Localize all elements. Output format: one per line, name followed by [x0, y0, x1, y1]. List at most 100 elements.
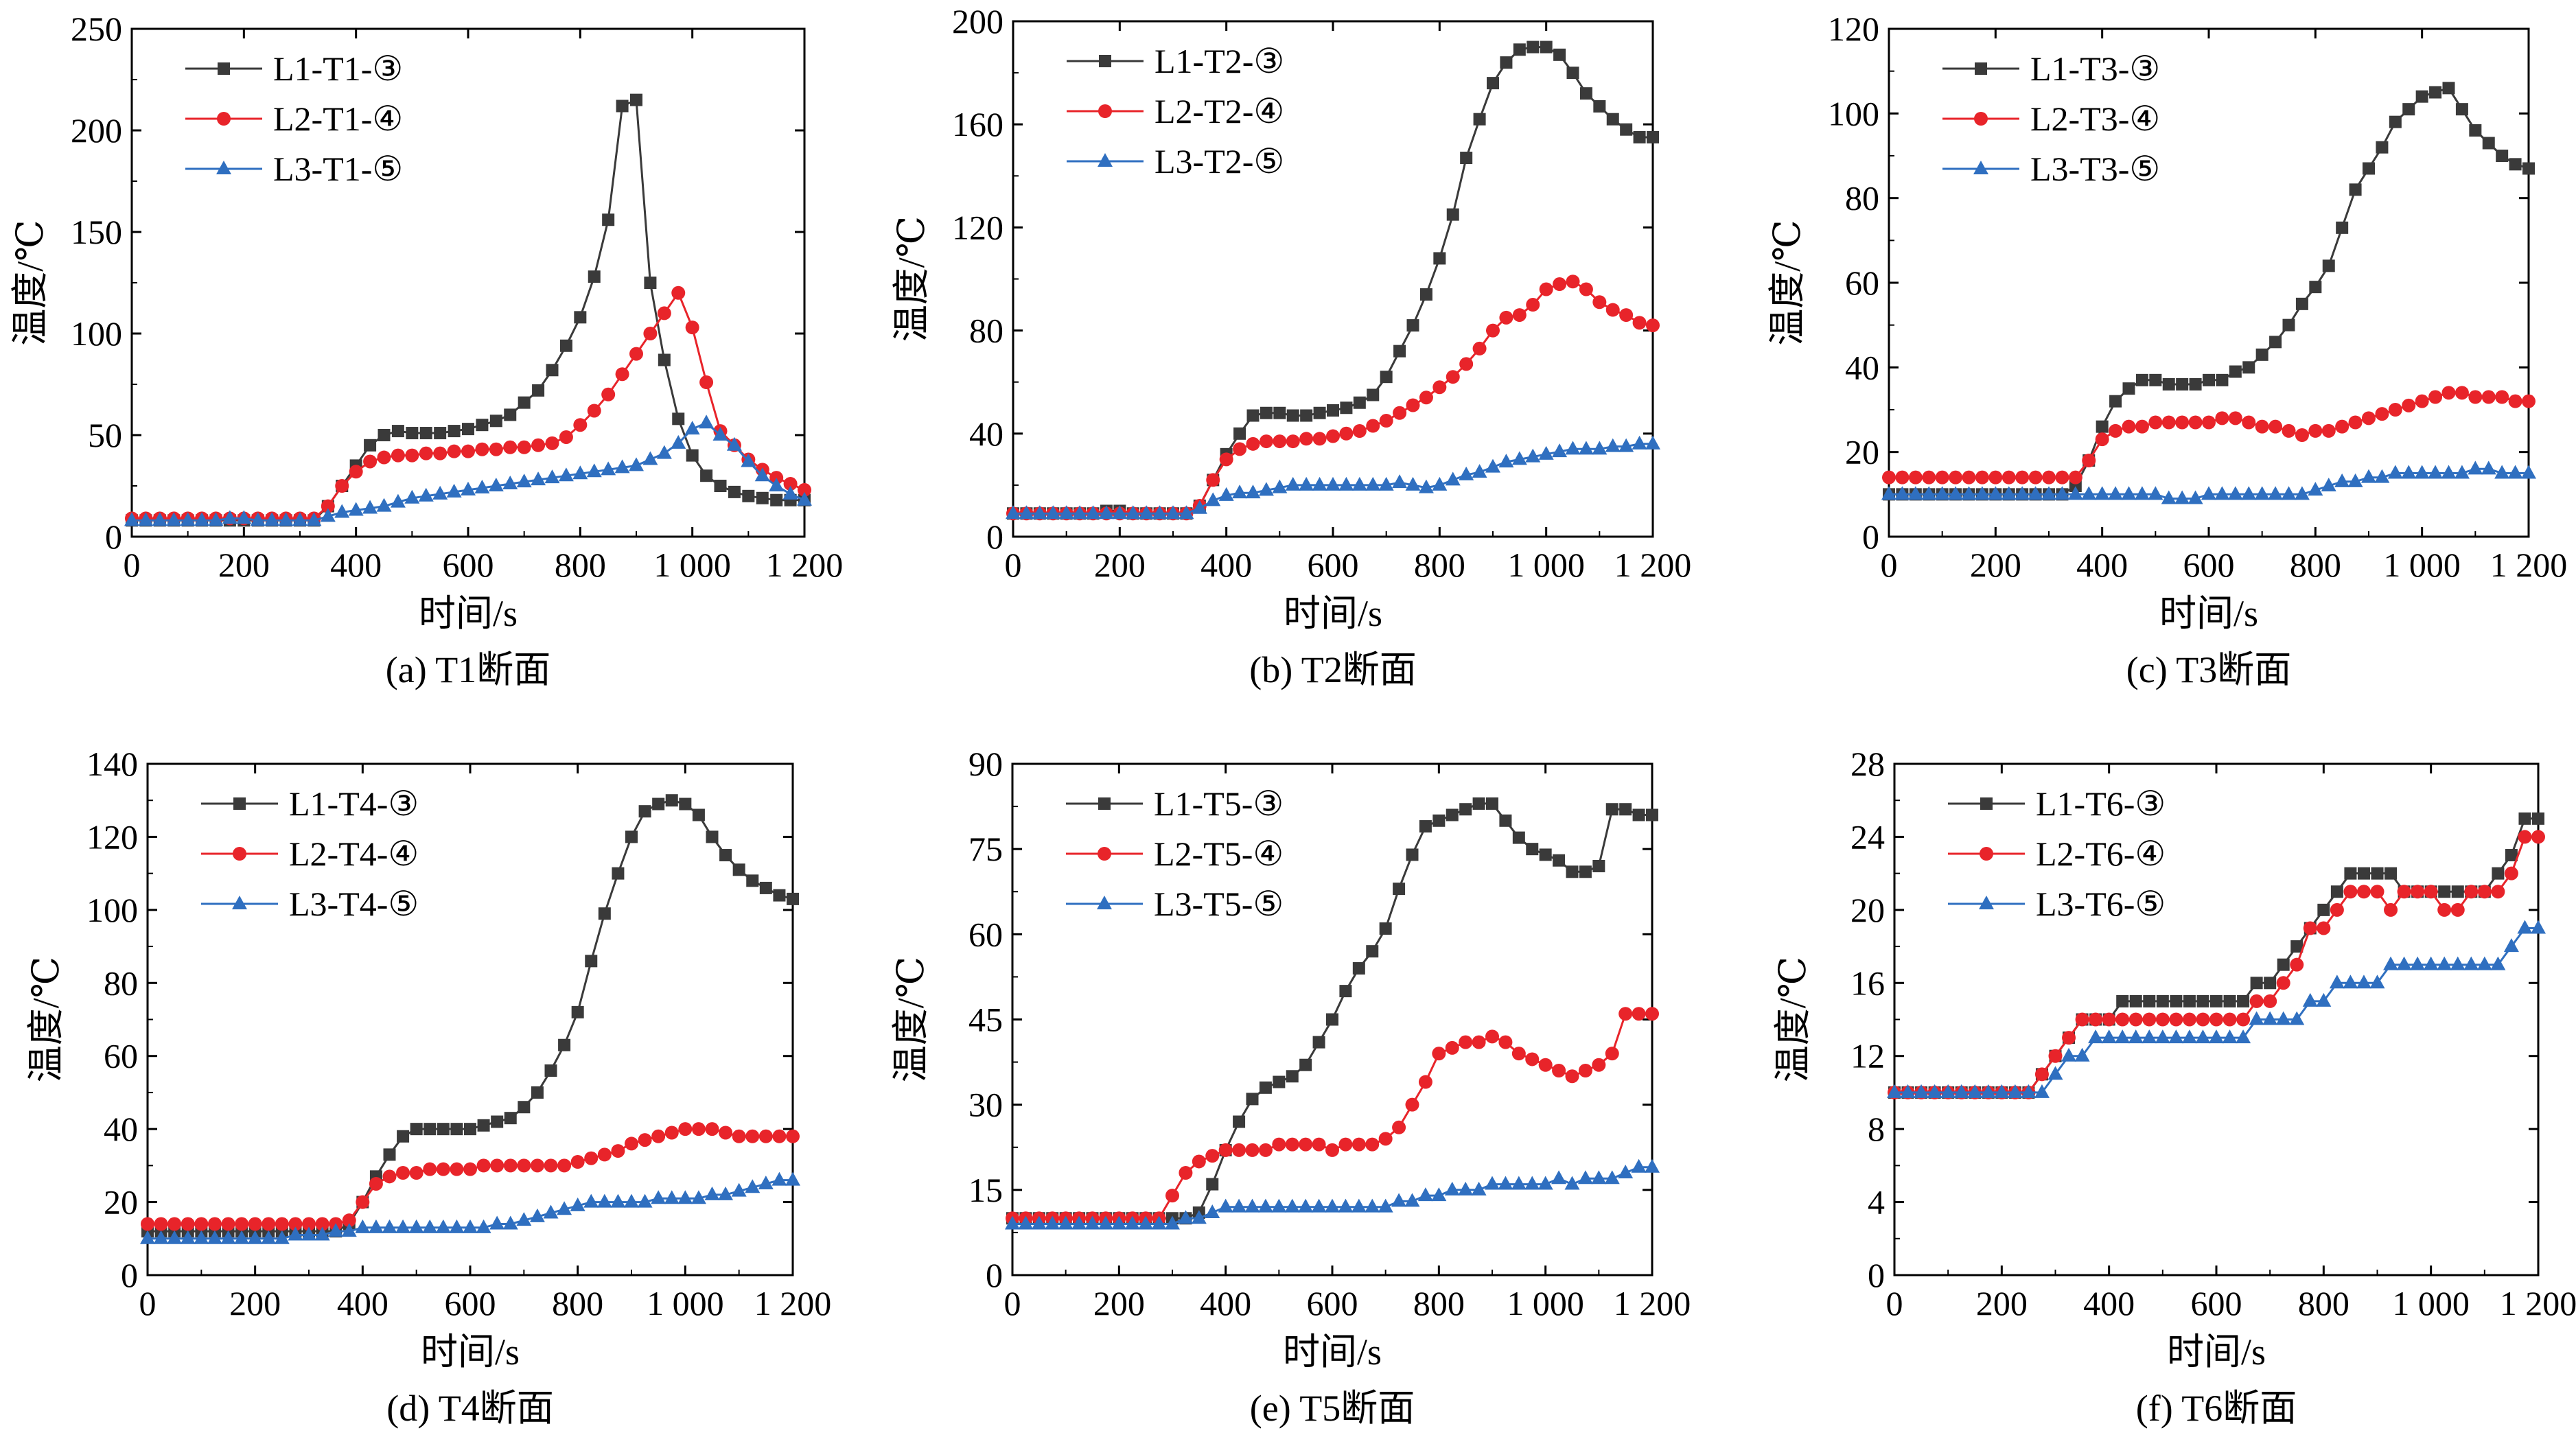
- x-tick-label: 800: [2298, 1284, 2349, 1322]
- data-point-triangle: [422, 1219, 438, 1233]
- data-point-square: [2371, 867, 2384, 880]
- y-tick-label: 24: [1850, 817, 1885, 856]
- data-point-triangle: [624, 1193, 639, 1208]
- data-point-circle: [671, 285, 686, 300]
- data-point-triangle: [2241, 486, 2257, 500]
- data-point-square: [462, 423, 474, 436]
- data-point-square: [1459, 803, 1472, 816]
- data-point-triangle: [418, 487, 434, 502]
- data-point-triangle: [2227, 486, 2243, 500]
- data-point-circle: [2223, 1012, 2237, 1027]
- data-point-square: [585, 955, 598, 968]
- data-point-triangle: [2347, 473, 2363, 487]
- data-point-circle: [2142, 1012, 2157, 1027]
- data-point-triangle: [1031, 1215, 1047, 1230]
- data-point-circle: [2348, 415, 2363, 430]
- data-point-circle: [2362, 411, 2376, 425]
- data-point-square: [2336, 221, 2349, 234]
- data-point-triangle: [1338, 1198, 1354, 1213]
- data-point-square: [2149, 373, 2162, 386]
- data-point-triangle: [754, 467, 770, 482]
- data-point-triangle: [1232, 485, 1248, 499]
- data-point-triangle: [2021, 1084, 2037, 1098]
- data-point-triangle: [1378, 1198, 1393, 1213]
- x-tick-label: 600: [1307, 1284, 1358, 1322]
- data-point-circle: [2508, 394, 2522, 408]
- data-point-triangle: [1205, 492, 1221, 506]
- y-tick-label: 30: [968, 1086, 1003, 1124]
- data-point-triangle: [2361, 469, 2376, 483]
- data-point-triangle: [2074, 1047, 2090, 1062]
- data-point-triangle: [1191, 1210, 1207, 1224]
- data-point-circle: [719, 1126, 733, 1140]
- data-point-triangle: [474, 479, 490, 493]
- y-axis-title: 温度/℃: [10, 220, 51, 345]
- data-point-triangle: [1645, 1158, 1660, 1173]
- data-point-circle: [615, 367, 629, 382]
- data-point-square: [2210, 994, 2223, 1007]
- data-point-triangle: [376, 498, 392, 512]
- y-tick-label: 150: [71, 213, 122, 251]
- data-point-triangle: [1631, 1158, 1647, 1173]
- data-point-square: [1592, 860, 1605, 872]
- data-point-triangle: [1325, 476, 1341, 491]
- data-point-triangle: [1907, 486, 1923, 500]
- data-point-square: [2229, 365, 2242, 378]
- data-point-square: [546, 364, 559, 377]
- data-point-triangle: [1485, 1176, 1500, 1190]
- data-point-square: [652, 797, 665, 811]
- data-point-triangle: [1404, 1193, 1420, 1207]
- y-tick-label: 16: [1850, 964, 1885, 1002]
- data-point-square: [1446, 208, 1459, 221]
- x-axis-title: 时间/s: [2167, 1331, 2266, 1373]
- x-tick-label: 1 000: [647, 1284, 724, 1322]
- data-point-circle: [2095, 432, 2109, 447]
- data-point-square: [2156, 994, 2169, 1007]
- data-point-triangle: [1881, 486, 1896, 500]
- data-point-circle: [221, 1217, 235, 1231]
- data-point-triangle: [1591, 1170, 1607, 1185]
- data-point-circle: [651, 1129, 666, 1143]
- data-point-triangle: [1538, 445, 1554, 460]
- data-point-triangle: [1432, 476, 1448, 491]
- data-point-triangle: [1405, 476, 1421, 491]
- data-point-square: [1566, 67, 1579, 80]
- x-axis-title: 时间/s: [1284, 593, 1382, 634]
- data-point-triangle: [1098, 1215, 1113, 1230]
- data-point-circle: [2370, 885, 2384, 899]
- data-point-square: [1260, 406, 1273, 419]
- data-point-square: [2509, 158, 2522, 171]
- y-tick-label: 100: [86, 891, 138, 929]
- data-point-square: [1593, 100, 1606, 113]
- data-point-circle: [1351, 1137, 1366, 1152]
- y-tick-label: 40: [104, 1110, 138, 1148]
- data-point-circle: [699, 375, 714, 390]
- x-tick-label: 400: [330, 546, 382, 584]
- data-point-square: [742, 489, 755, 502]
- data-point-triangle: [726, 436, 742, 451]
- data-point-triangle: [2121, 486, 2137, 500]
- data-point-square: [2357, 867, 2370, 880]
- data-point-circle: [409, 1166, 423, 1180]
- data-point-square: [1393, 345, 1406, 358]
- data-point-square: [616, 100, 629, 113]
- data-point-triangle: [1973, 161, 1988, 174]
- data-point-square: [2255, 348, 2268, 361]
- data-point-triangle: [2115, 1029, 2131, 1044]
- data-point-triangle: [2188, 490, 2203, 504]
- series-3: [1887, 920, 2546, 1098]
- data-point-triangle: [1338, 476, 1354, 491]
- data-point-triangle: [2254, 486, 2270, 500]
- data-point-square: [1540, 40, 1553, 54]
- data-point-triangle: [1325, 1198, 1340, 1213]
- data-point-triangle: [1605, 438, 1621, 452]
- x-tick-label: 1 200: [754, 1284, 832, 1322]
- legend-label: L2-T6-④: [2036, 835, 2166, 873]
- data-point-triangle: [614, 459, 630, 474]
- series-line: [1894, 927, 2538, 1094]
- data-point-triangle: [684, 421, 700, 435]
- data-point-square: [2496, 150, 2509, 162]
- x-tick-label: 1 200: [1614, 546, 1692, 584]
- y-axis-title: 温度/℃: [1767, 220, 1808, 345]
- data-point-square: [732, 863, 745, 876]
